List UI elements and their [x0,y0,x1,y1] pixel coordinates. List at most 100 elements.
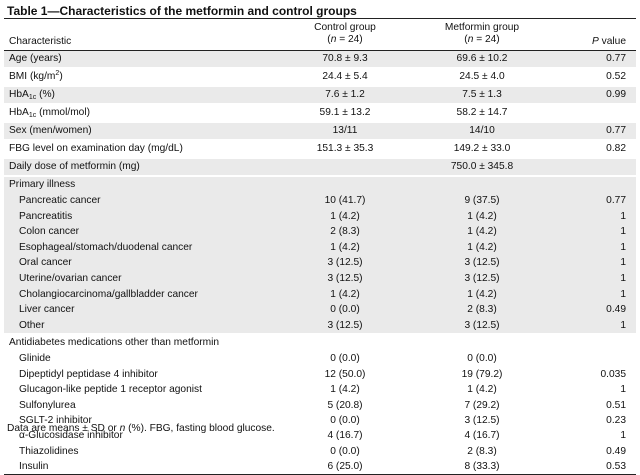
header-control-line2: (n = 24) [327,34,363,45]
p-value: 1 [620,241,626,253]
metformin-value: 149.2 ± 33.0 [453,143,511,154]
row-label: Other [19,319,45,331]
table-row: Glucagon-like peptide 1 receptor agonist… [4,382,636,397]
row-label: Colon cancer [19,226,80,238]
p-value: 0.99 [606,89,626,100]
metformin-value: 2 (8.3) [467,304,497,316]
section-label: Primary illness [9,179,76,190]
metformin-value: 1 (4.2) [467,384,497,396]
data-table: Control group (n = 24) Metformin group (… [4,18,636,475]
metformin-value: 3 (12.5) [464,319,500,331]
row-separator [4,139,636,141]
row-label: α-Glucosidase inhibitor [19,430,123,442]
table-row: Pancreatic cancer 10 (41.7) 9 (37.5) 0.77 [4,193,636,209]
p-value: 0.77 [606,195,626,206]
table-row: Pancreatitis 1 (4.2) 1 (4.2) 1 [4,209,636,225]
p-value: 1 [620,288,626,300]
table-row: Oral cancer 3 (12.5) 3 (12.5) 1 [4,255,636,271]
table-row: Daily dose of metformin (mg) 750.0 ± 345.… [4,159,636,175]
metformin-value: 8 (33.3) [464,461,500,473]
control-value: 151.3 ± 35.3 [316,143,374,154]
control-value: 0 (0.0) [330,445,360,457]
row-label: Daily dose of metformin (mg) [9,161,140,172]
metformin-value: 58.2 ± 14.7 [456,107,508,118]
row-label: Glucagon-like peptide 1 receptor agonist [19,384,202,396]
table-row: Sex (men/women) 13/11 14/10 0.77 [4,123,636,139]
row-label: Oral cancer [19,257,72,269]
control-value: 3 (12.5) [327,257,363,269]
table-row: Dipeptidyl peptidase 4 inhibitor 12 (50.0… [4,367,636,382]
section-label: Antidiabetes medications other than metf… [9,337,220,349]
p-value: 0.51 [606,399,626,411]
metformin-value: 9 (37.5) [464,195,500,206]
p-value: 1 [620,319,626,331]
table-row: SGLT-2 inhibitor 0 (0.0) 3 (12.5) 0.23 [4,413,636,428]
control-value: 3 (12.5) [327,319,363,331]
p-value: 0.49 [606,445,626,457]
p-value: 1 [620,257,626,269]
row-separator [4,103,636,105]
row-separator [4,175,636,177]
summary-rows: Age (years) 70.8 ± 9.3 69.6 ± 10.2 0.77 BMI … [4,51,636,177]
row-label: Uterine/ovarian cancer [19,272,122,284]
control-value: 0 (0.0) [330,304,360,316]
control-value: 4 (16.7) [327,430,363,442]
table-footnote: Data are means ± SD or n (%). FBG, fasti… [7,423,275,434]
metformin-value: 2 (8.3) [467,445,497,457]
header-metformin-line2: (n = 24) [464,34,500,45]
p-value: 0.035 [600,368,627,380]
p-value: 1 [620,384,626,396]
row-label: HbA1c (%) [9,89,55,101]
header-metformin-line1: Metformin group [444,22,520,33]
row-label: BMI (kg/m2) [9,70,63,82]
row-label: FBG level on examination day (mg/dL) [9,143,183,154]
table-row: Age (years) 70.8 ± 9.3 69.6 ± 10.2 0.77 [4,51,636,67]
metformin-value: 1 (4.2) [467,226,497,238]
row-separator [4,85,636,87]
table-row: Uterine/ovarian cancer 3 (12.5) 3 (12.5) 1 [4,271,636,287]
metformin-value: 3 (12.5) [464,257,500,269]
row-separator [4,67,636,69]
table-row: α-Glucosidase inhibitor 4 (16.7) 4 (16.7) 1 [4,428,636,443]
p-value: 1 [620,430,626,442]
control-value: 7.6 ± 1.2 [325,89,365,100]
row-separator [4,333,636,336]
metformin-value: 1 (4.2) [467,288,497,300]
row-label: Liver cancer [19,304,75,316]
metformin-value: 14/10 [469,125,495,136]
control-value: 1 (4.2) [330,384,360,396]
metformin-value: 1 (4.2) [467,241,497,253]
table-row: Sulfonylurea 5 (20.8) 7 (29.2) 0.51 [4,398,636,413]
header-p-value: P value [592,36,626,47]
section-header-antidiabetes: Antidiabetes medications other than metf… [4,335,636,351]
metformin-value: 19 (79.2) [461,368,503,380]
row-label: SGLT-2 inhibitor [19,414,92,426]
table-row: BMI (kg/m2) 24.4 ± 5.4 24.5 ± 4.0 0.52 [4,69,636,85]
table-row: Insulin 6 (25.0) 8 (33.3) 0.53 [4,459,636,474]
row-label: Dipeptidyl peptidase 4 inhibitor [19,368,158,380]
table-row: Thiazolidines 0 (0.0) 2 (8.3) 0.49 [4,444,636,459]
table-row: Other 3 (12.5) 3 (12.5) 1 [4,318,636,334]
control-value: 1 (4.2) [330,210,360,222]
control-value: 10 (41.7) [324,195,366,206]
metformin-value: 750.0 ± 345.8 [450,161,514,172]
control-value: 2 (8.3) [330,226,360,238]
p-value: 0.77 [606,125,626,136]
row-separator [4,121,636,123]
control-value: 1 (4.2) [330,288,360,300]
metformin-value: 7 (29.2) [464,399,500,411]
control-value: 1 (4.2) [330,241,360,253]
p-value: 1 [620,272,626,284]
section-header-primary-illness: Primary illness [4,177,636,193]
control-value: 24.4 ± 5.4 [322,71,368,82]
table-row: Colon cancer 2 (8.3) 1 (4.2) 1 [4,224,636,240]
table-row: Liver cancer 0 (0.0) 2 (8.3) 0.49 [4,302,636,318]
p-value: 0.49 [606,304,626,316]
table-row: Glinide 0 (0.0) 0 (0.0) [4,351,636,366]
metformin-value: 7.5 ± 1.3 [462,89,502,100]
primary-illness-section: Primary illness Pancreatic cancer 10 (41.7… [4,177,636,336]
p-value: 1 [620,210,626,222]
header-control-line1: Control group [314,22,376,33]
row-label: Cholangiocarcinoma/gallbladder cancer [19,288,198,300]
row-label: Sex (men/women) [9,125,92,136]
